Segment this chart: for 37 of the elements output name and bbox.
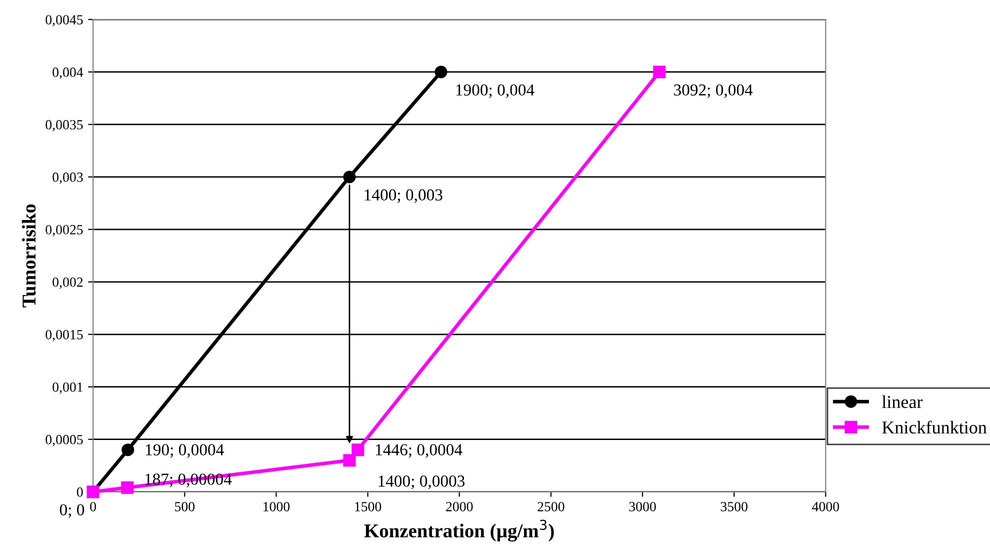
x-tick-label: 1000 bbox=[264, 502, 290, 512]
x-tick-label: 3500 bbox=[720, 502, 748, 512]
point bbox=[343, 170, 356, 184]
y-axis-title: Tumorrisiko bbox=[22, 204, 36, 308]
x-tick-label: 4000 bbox=[812, 502, 840, 512]
y-tick-label: 0,004 bbox=[52, 68, 84, 79]
x-tick-label: 3000 bbox=[629, 502, 656, 512]
x-tick-label: 1500 bbox=[355, 502, 382, 512]
data-label: 1400; 0,0003 bbox=[378, 475, 465, 490]
data-label: 3092; 0,004 bbox=[674, 84, 753, 98]
point bbox=[352, 444, 364, 456]
point bbox=[122, 444, 134, 456]
data-label: 1400; 0,003 bbox=[364, 189, 442, 203]
y-tick-label: 0,0035 bbox=[46, 120, 83, 132]
point bbox=[434, 66, 448, 78]
y-tick-label: 0,0005 bbox=[46, 434, 83, 446]
legend-label: linear bbox=[882, 395, 923, 408]
x-tick-label: 500 bbox=[175, 502, 195, 512]
y-tick-label: 0,002 bbox=[52, 277, 83, 289]
x-tick-label: 2500 bbox=[538, 502, 564, 512]
point bbox=[121, 481, 134, 494]
point bbox=[653, 66, 666, 78]
y-tick-label: 0,0015 bbox=[46, 330, 83, 342]
data-label: 0; 0 bbox=[60, 504, 84, 518]
y-tick-label: 0 bbox=[76, 487, 83, 497]
y-tick-label: 0,001 bbox=[52, 382, 83, 394]
x-tick-label: 0 bbox=[90, 502, 96, 512]
data-label: 1900; 0,004 bbox=[456, 84, 534, 98]
x-tick-label: 2000 bbox=[446, 502, 473, 512]
data-label: 1446; 0,0004 bbox=[376, 444, 462, 458]
x-axis-title: Konzentration (µg/m$^{3}$) bbox=[364, 520, 554, 542]
point bbox=[343, 454, 356, 467]
data-label: 190; 0,0004 bbox=[146, 444, 224, 458]
y-tick-label: 0,0045 bbox=[46, 15, 83, 26]
legend-label: Knickfunktion bbox=[882, 420, 987, 434]
y-tick-label: 0,003 bbox=[52, 172, 83, 184]
y-tick-label: 0,0025 bbox=[46, 225, 83, 236]
